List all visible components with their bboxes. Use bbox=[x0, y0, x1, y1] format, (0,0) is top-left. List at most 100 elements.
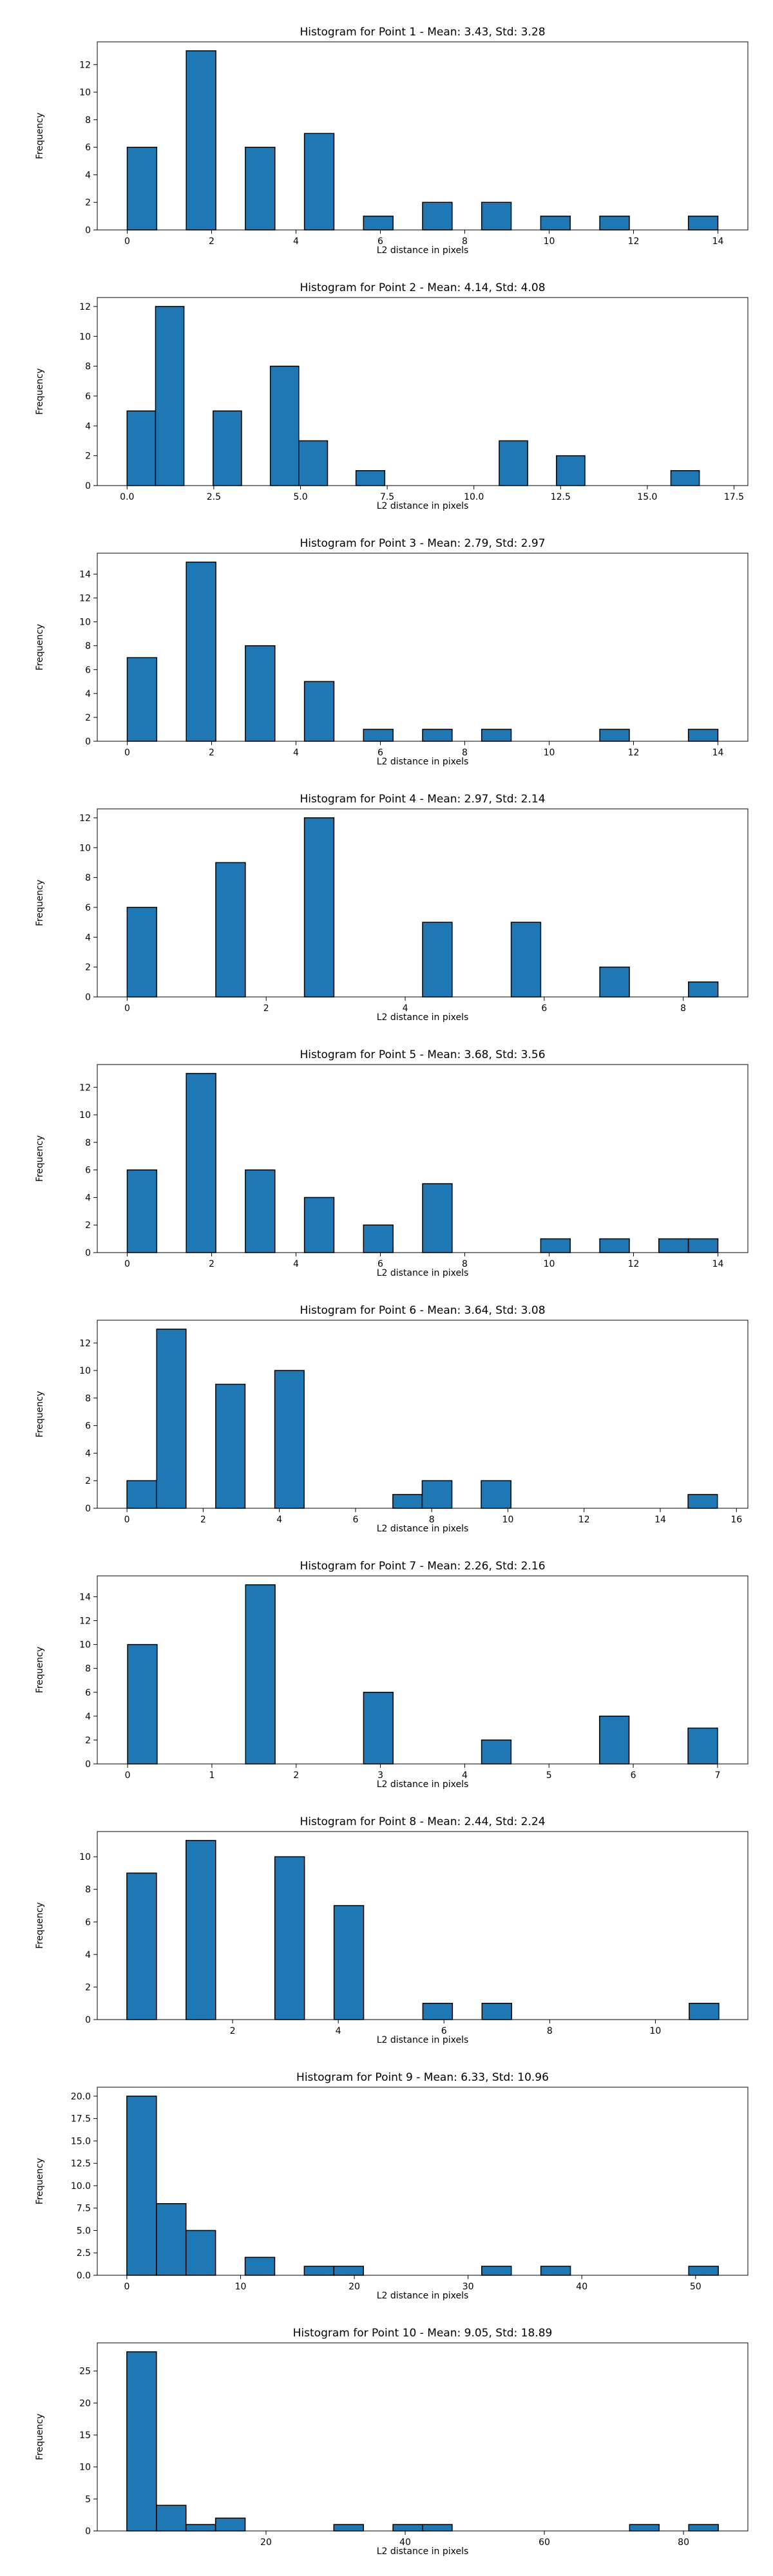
y-tick-label: 10 bbox=[79, 88, 91, 98]
x-axis-label: L2 distance in pixels bbox=[377, 2291, 469, 2301]
y-tick-label: 10 bbox=[79, 2463, 91, 2473]
y-tick-label: 2 bbox=[85, 1220, 91, 1231]
y-tick-label: 7.5 bbox=[77, 2204, 91, 2214]
x-tick-label: 4 bbox=[336, 2026, 341, 2036]
x-tick-label: 2.5 bbox=[207, 492, 221, 502]
histogram-panel-1: Histogram for Point 1 - Mean: 3.43, Std:… bbox=[35, 26, 749, 256]
x-tick-label: 12 bbox=[628, 236, 640, 247]
x-tick-label: 0 bbox=[124, 2282, 129, 2292]
x-tick-label: 6 bbox=[377, 236, 383, 247]
histogram-panel-6: Histogram for Point 6 - Mean: 3.64, Std:… bbox=[35, 1304, 749, 1534]
plot-frame bbox=[97, 1320, 749, 1509]
plot-frame bbox=[97, 808, 749, 998]
x-axis-label: L2 distance in pixels bbox=[377, 245, 469, 256]
x-tick-label: 4 bbox=[293, 748, 299, 758]
x-tick-label: 6 bbox=[541, 1003, 547, 1014]
histogram-panel-9: Histogram for Point 9 - Mean: 6.33, Std:… bbox=[35, 2071, 749, 2301]
histogram-bar bbox=[510, 922, 542, 998]
x-tick-label: 2 bbox=[209, 748, 215, 758]
y-tick-label: 6 bbox=[85, 392, 91, 402]
y-tick-label: 6 bbox=[85, 1421, 91, 1432]
y-axis-label: Frequency bbox=[35, 880, 45, 926]
histogram-bar bbox=[126, 1872, 157, 2020]
histogram-bar bbox=[687, 1493, 718, 1509]
histogram-bar bbox=[599, 728, 630, 742]
x-axis-label: L2 distance in pixels bbox=[377, 1779, 469, 1790]
x-axis-label: L2 distance in pixels bbox=[377, 501, 469, 511]
x-tick-label: 14 bbox=[654, 1515, 666, 1525]
x-tick-label: 4 bbox=[276, 1515, 282, 1525]
x-tick-label: 12 bbox=[628, 748, 640, 758]
histogram-bar bbox=[599, 1238, 630, 1253]
plot-frame bbox=[97, 297, 749, 486]
y-tick-label: 14 bbox=[79, 569, 91, 580]
x-tick-label: 5.0 bbox=[293, 492, 307, 502]
histogram-bar bbox=[689, 2002, 720, 2020]
histogram-bar bbox=[422, 2524, 453, 2532]
x-tick-label: 0 bbox=[125, 1770, 131, 1781]
x-tick-label: 12.5 bbox=[551, 492, 571, 502]
x-tick-label: 6 bbox=[352, 1515, 358, 1525]
histogram-bar bbox=[186, 1073, 216, 1253]
plot-frame bbox=[97, 1064, 749, 1253]
histogram-bar bbox=[186, 1840, 216, 2020]
y-tick-label: 2 bbox=[85, 963, 91, 973]
y-axis-label: Frequency bbox=[35, 113, 45, 159]
histogram-bar bbox=[245, 1584, 276, 1765]
y-tick-label: 20.0 bbox=[71, 2092, 91, 2102]
y-axis-label: Frequency bbox=[35, 1902, 45, 1949]
histogram-bar bbox=[213, 410, 242, 486]
y-tick-label: 2 bbox=[85, 1982, 91, 1993]
histogram-bar bbox=[126, 657, 158, 742]
y-tick-label: 4 bbox=[85, 421, 91, 431]
histogram-bar bbox=[333, 2266, 364, 2276]
y-tick-label: 0 bbox=[85, 481, 91, 491]
x-tick-label: 8 bbox=[462, 748, 468, 758]
histogram-panel-2: Histogram for Point 2 - Mean: 4.14, Std:… bbox=[35, 281, 749, 511]
y-tick-label: 4 bbox=[85, 689, 91, 699]
histogram-bar bbox=[244, 2257, 276, 2276]
histogram-bar bbox=[687, 728, 719, 742]
histogram-bar bbox=[269, 365, 300, 486]
x-tick-label: 2 bbox=[230, 2026, 236, 2036]
y-tick-label: 5 bbox=[85, 2494, 91, 2505]
histogram-panel-3: Histogram for Point 3 - Mean: 2.79, Std:… bbox=[35, 537, 749, 767]
x-tick-label: 12 bbox=[578, 1515, 590, 1525]
histogram-bar bbox=[499, 440, 528, 486]
x-tick-label: 10 bbox=[650, 2026, 662, 2036]
x-tick-label: 6 bbox=[631, 1770, 636, 1781]
y-tick-label: 15 bbox=[79, 2430, 91, 2441]
y-axis-label: Frequency bbox=[35, 2414, 45, 2460]
y-tick-label: 8 bbox=[85, 1394, 91, 1404]
histogram-bar bbox=[298, 440, 329, 486]
x-tick-label: 8 bbox=[462, 236, 468, 247]
x-tick-label: 10 bbox=[544, 748, 555, 758]
x-tick-label: 10 bbox=[544, 236, 555, 247]
x-axis-label: L2 distance in pixels bbox=[377, 2546, 469, 2557]
histogram-bar bbox=[274, 1856, 305, 2020]
plot-frame bbox=[97, 2087, 749, 2276]
x-tick-label: 12 bbox=[628, 1259, 640, 1269]
x-tick-label: 80 bbox=[678, 2537, 689, 2548]
y-axis-label: Frequency bbox=[35, 1391, 45, 1437]
y-tick-label: 2 bbox=[85, 713, 91, 723]
x-tick-label: 50 bbox=[690, 2282, 701, 2292]
histogram-bar bbox=[687, 1727, 718, 1765]
x-tick-label: 60 bbox=[539, 2537, 550, 2548]
histogram-bar bbox=[540, 2266, 571, 2276]
y-tick-label: 4 bbox=[85, 170, 91, 180]
y-tick-label: 0 bbox=[85, 1504, 91, 1514]
chart-title: Histogram for Point 3 - Mean: 2.79, Std:… bbox=[300, 537, 545, 550]
y-tick-label: 4 bbox=[85, 1193, 91, 1203]
histogram-bar bbox=[363, 728, 394, 742]
histogram-bar bbox=[598, 1716, 630, 1765]
x-tick-label: 3 bbox=[377, 1770, 383, 1781]
chart-title: Histogram for Point 7 - Mean: 2.26, Std:… bbox=[300, 1560, 545, 1573]
histogram-bar bbox=[422, 1183, 453, 1253]
x-tick-label: 8 bbox=[680, 1003, 686, 1014]
y-tick-label: 8 bbox=[85, 362, 91, 372]
histogram-bar bbox=[422, 728, 453, 742]
histogram-bar bbox=[688, 2266, 719, 2276]
y-tick-label: 0 bbox=[85, 2526, 91, 2537]
x-tick-label: 10 bbox=[544, 1259, 555, 1269]
